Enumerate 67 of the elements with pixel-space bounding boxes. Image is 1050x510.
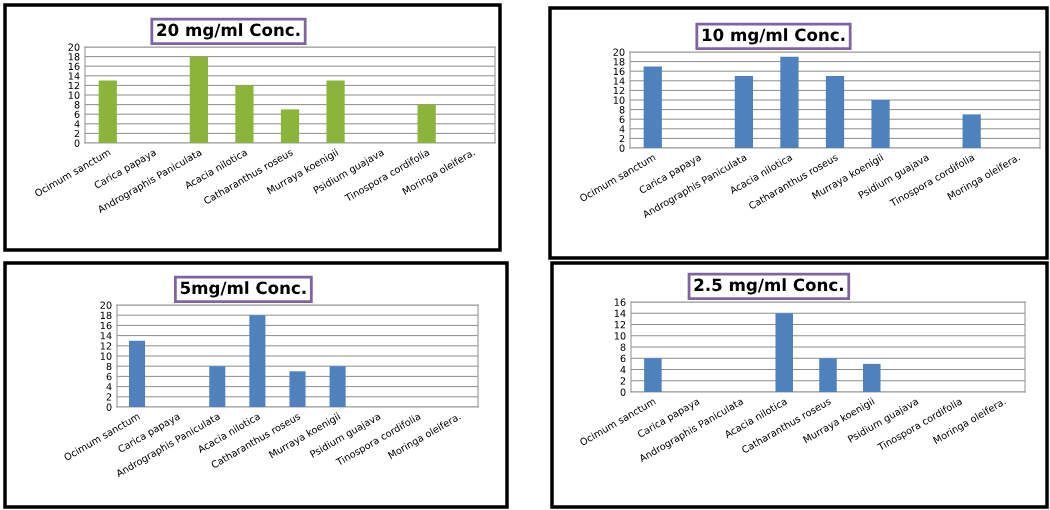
y-tick-label: 2 [106,393,112,401]
y-tick-label: 0 [106,403,112,411]
y-tick-label: 14 [100,332,112,340]
bar [235,85,254,143]
bar [962,114,981,148]
y-tick-label: 8 [619,106,625,114]
bar [189,56,208,143]
y-tick-label: 14 [68,72,80,80]
bar [326,80,345,143]
bar [825,76,845,148]
y-tick-label: 0 [619,144,625,152]
y-tick-label: 10 [614,332,626,340]
y-tick-label: 6 [620,354,626,363]
chart-title: 20 mg/ml Conc. [157,23,300,40]
bar [643,66,662,148]
bar [98,80,117,143]
bar [734,76,753,148]
y-tick-label: 2 [74,129,80,138]
y-tick-label: 14 [614,309,626,317]
y-tick-label: 2 [620,377,626,385]
y-tick-label: 12 [100,342,112,350]
bar [819,358,837,392]
bar [329,366,346,407]
y-tick-label: 10 [613,96,625,104]
y-tick-label: 18 [68,53,80,61]
y-tick-label: 16 [614,298,626,306]
y-tick-label: 12 [68,81,80,90]
y-tick-label: 6 [74,110,80,119]
bar [289,371,306,407]
y-tick-label: 20 [613,48,625,56]
y-tick-label: 0 [620,388,626,396]
y-tick-label: 16 [68,62,80,71]
y-tick-label: 10 [68,91,80,99]
bar [780,56,799,148]
y-tick-label: 4 [74,120,80,128]
y-tick-label: 12 [613,86,625,95]
y-tick-label: 18 [100,311,112,320]
y-tick-label: 0 [74,139,80,147]
y-tick-label: 18 [613,58,625,66]
chart-title: 5mg/ml Conc. [180,281,306,298]
y-tick-label: 4 [619,125,625,133]
y-tick-label: 6 [619,115,625,124]
chart-title: 2.5 mg/ml Conc. [694,278,843,295]
bar [644,358,662,392]
y-tick-label: 8 [74,101,80,109]
y-tick-label: 4 [106,383,112,391]
bar [129,340,146,407]
bar [863,363,881,392]
y-tick-label: 20 [68,43,80,51]
y-tick-label: 16 [100,321,112,330]
y-tick-label: 10 [100,352,112,360]
y-tick-label: 8 [620,343,626,351]
bar [871,100,890,148]
y-tick-label: 6 [106,372,112,381]
y-tick-label: 12 [614,320,626,329]
chart-title: 10 mg/ml Conc. [702,28,845,45]
bar [280,109,300,143]
bar [775,313,793,392]
y-tick-label: 16 [613,67,625,76]
y-tick-label: 8 [106,362,112,371]
bar [249,315,266,407]
bar [417,104,436,143]
y-tick-label: 20 [100,301,112,309]
y-tick-label: 2 [619,134,625,143]
y-tick-label: 4 [620,366,626,374]
bar [209,366,226,407]
y-tick-label: 14 [613,77,625,85]
